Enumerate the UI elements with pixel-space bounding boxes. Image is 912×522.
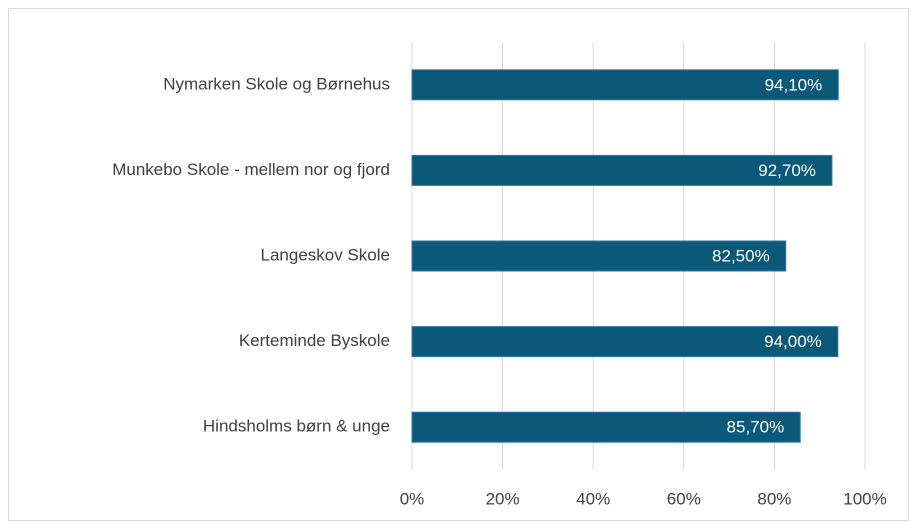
x-tick-label: 100% — [843, 489, 886, 508]
x-tick-label: 60% — [667, 489, 701, 508]
y-tick-label: Langeskov Skole — [261, 245, 390, 264]
bar — [411, 154, 833, 186]
bar — [411, 326, 839, 358]
data-label: 94,00% — [764, 332, 822, 351]
x-tick-label: 40% — [576, 489, 610, 508]
data-label: 94,10% — [765, 75, 823, 94]
y-tick-label: Munkebo Skole - mellem nor og fjord — [112, 160, 390, 179]
bar — [411, 69, 839, 101]
bar — [411, 411, 801, 443]
y-tick-label: Kerteminde Byskole — [239, 331, 390, 350]
x-tick-label: 20% — [486, 489, 520, 508]
x-tick-label: 0% — [400, 489, 425, 508]
bar — [411, 240, 787, 272]
y-tick-label: Nymarken Skole og Børnehus — [163, 74, 390, 93]
data-label: 85,70% — [727, 418, 785, 437]
data-label: 82,50% — [712, 246, 770, 265]
y-tick-label: Hindsholms børn & unge — [203, 417, 390, 436]
x-tick-label: 80% — [757, 489, 791, 508]
data-label: 92,70% — [758, 161, 816, 180]
